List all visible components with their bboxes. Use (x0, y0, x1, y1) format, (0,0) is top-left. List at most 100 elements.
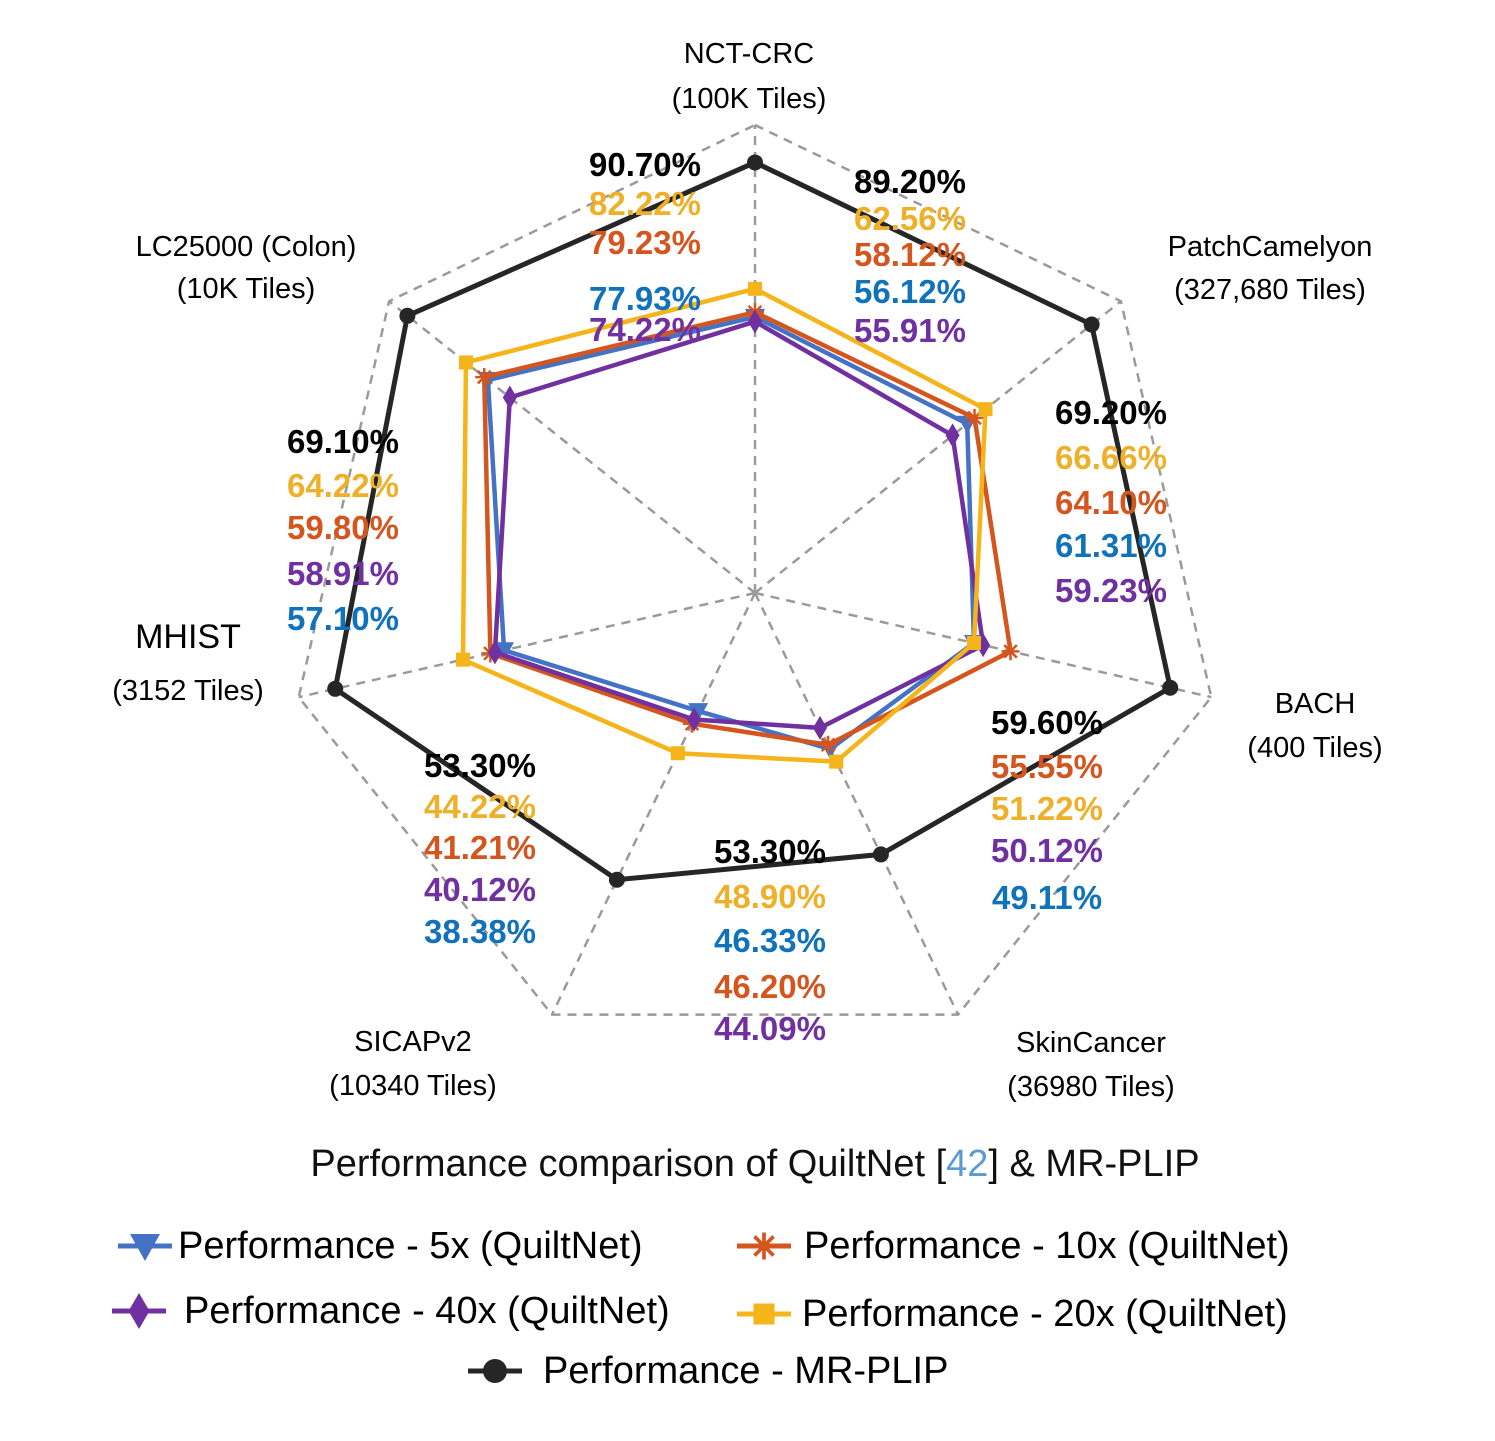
series-s40x (487, 309, 991, 740)
data-point-s40x (487, 640, 502, 665)
data-point-mr (1083, 316, 1100, 333)
legend-label: Performance - 5x (QuiltNet) (178, 1225, 643, 1267)
series-line-s20x (460, 286, 988, 764)
data-point-mr (747, 154, 763, 171)
value-label: 66.66% (1055, 439, 1167, 476)
legend-item-s40x[interactable]: Performance - 40x (QuiltNet) (112, 1290, 670, 1332)
value-label: 79.23% (589, 224, 701, 261)
axis-label-name: SkinCancer (1016, 1027, 1166, 1059)
value-label: 44.22% (424, 788, 536, 825)
value-label: 51.22% (991, 790, 1103, 827)
chart-caption: Performance comparison of QuiltNet [42] … (310, 1143, 1199, 1185)
grid-spoke (550, 592, 757, 1016)
value-label: 44.09% (714, 1010, 826, 1047)
value-label: 55.55% (991, 748, 1103, 785)
value-label: 53.30% (714, 833, 826, 870)
value-group-6: 53.30% 44.22% 41.21% 40.12% 38.38% (424, 747, 536, 950)
axis-label-name: LC25000 (Colon) (136, 231, 357, 263)
value-label: 61.31% (1055, 527, 1167, 564)
series-s20x (455, 281, 993, 769)
radar-grid (297, 123, 1213, 1016)
axis-label-name: BACH (1275, 688, 1356, 720)
value-label: 59.60% (991, 704, 1103, 741)
legend-swatch-marker (753, 1303, 775, 1325)
grid-spoke (754, 591, 1212, 699)
axis-label-tiles: (100K Tiles) (672, 83, 827, 115)
legend-swatch-marker (128, 1293, 150, 1329)
legend-item-s20x[interactable]: Performance - 20x (QuiltNet) (737, 1293, 1288, 1335)
legend-label: Performance - 20x (QuiltNet) (802, 1293, 1288, 1335)
value-label: 53.30% (424, 747, 536, 784)
axis-label-name: PatchCamelyon (1168, 231, 1373, 263)
data-point-s10x (475, 368, 494, 387)
value-label: 64.22% (287, 467, 399, 504)
value-group-7: 69.10% 64.22% 59.80% 58.91% 57.10% (287, 423, 399, 637)
data-point-s40x (812, 715, 827, 740)
citation-ref[interactable]: 42 (946, 1143, 988, 1185)
value-label: 59.23% (1055, 572, 1167, 609)
data-point-s40x (502, 385, 517, 410)
legend-swatch-marker (130, 1234, 160, 1261)
legend-item-mr[interactable]: Performance - MR-PLIP (468, 1350, 948, 1392)
legend-item-s10x[interactable]: Performance - 10x (QuiltNet) (737, 1225, 1290, 1267)
value-label: 41.21% (424, 829, 536, 866)
axis-label-tiles: (327,680 Tiles) (1174, 274, 1366, 306)
data-point-s20x (829, 754, 844, 769)
grid-spoke (298, 591, 756, 699)
axis-label-tiles: (10340 Tiles) (329, 1070, 497, 1102)
series-mr (327, 154, 1179, 888)
value-label: 55.91% (854, 312, 966, 349)
series-line-s40x (492, 319, 986, 731)
value-label: 46.20% (714, 968, 826, 1005)
legend-swatch-marker (483, 1359, 507, 1383)
value-label: 77.93% (589, 280, 701, 317)
value-label: 69.10% (287, 423, 399, 460)
data-point-s40x (687, 707, 702, 732)
value-label: 57.10% (287, 600, 399, 637)
data-point-mr (327, 680, 344, 697)
axis-label-name: SICAPv2 (354, 1026, 472, 1058)
value-label: 89.20% (854, 163, 966, 200)
axis-label-name: MHIST (135, 618, 241, 656)
value-label: 56.12% (854, 273, 966, 310)
axis-label-tiles: (400 Tiles) (1247, 732, 1382, 764)
chart-legend: Performance - 5x (QuiltNet) Performance -… (112, 1225, 1290, 1392)
value-label: 46.33% (714, 922, 826, 959)
data-point-mr (399, 307, 416, 324)
series-s10x (475, 303, 1020, 754)
value-group-5: 53.30% 48.90% 46.33% 46.20% 44.09% (714, 833, 826, 1047)
series-line-s10x (481, 309, 1013, 748)
data-point-s20x (748, 281, 762, 296)
data-point-s20x (978, 402, 993, 417)
legend-item-s5x[interactable]: Performance - 5x (QuiltNet) (118, 1225, 643, 1267)
data-point-s10x (1001, 642, 1020, 661)
axis-label-tiles: (10K Tiles) (177, 273, 316, 305)
data-point-mr (872, 846, 889, 863)
value-label: 64.10% (1055, 484, 1167, 521)
grid-spoke (754, 300, 1122, 594)
grid-outer-ring (297, 123, 1213, 1016)
data-point-s40x (748, 309, 762, 334)
axis-label-tiles: (36980 Tiles) (1007, 1071, 1175, 1103)
series-line-mr (332, 159, 1174, 883)
value-label: 40.12% (424, 871, 536, 908)
grid-center (752, 590, 758, 596)
data-point-mr (608, 871, 625, 888)
data-point-s40x (945, 423, 960, 448)
value-label: 82.22% (589, 185, 701, 222)
value-group-4: 59.60% 55.55% 51.22% 50.12% 49.11% (991, 704, 1103, 916)
value-label: 69.20% (1055, 394, 1167, 431)
data-point-s5x (688, 703, 709, 722)
data-point-s20x (455, 652, 470, 667)
value-label: 58.12% (854, 236, 966, 273)
value-label: 50.12% (991, 832, 1103, 869)
data-point-mr (1162, 679, 1179, 696)
data-point-s10x (819, 735, 838, 754)
data-point-s20x (670, 746, 685, 761)
radar-series (327, 154, 1179, 888)
value-label: 62.56% (854, 200, 966, 237)
axis-label-tiles: (3152 Tiles) (112, 675, 264, 707)
data-point-s5x (494, 642, 515, 661)
data-point-s20x (967, 635, 982, 650)
value-label: 58.91% (287, 555, 399, 592)
